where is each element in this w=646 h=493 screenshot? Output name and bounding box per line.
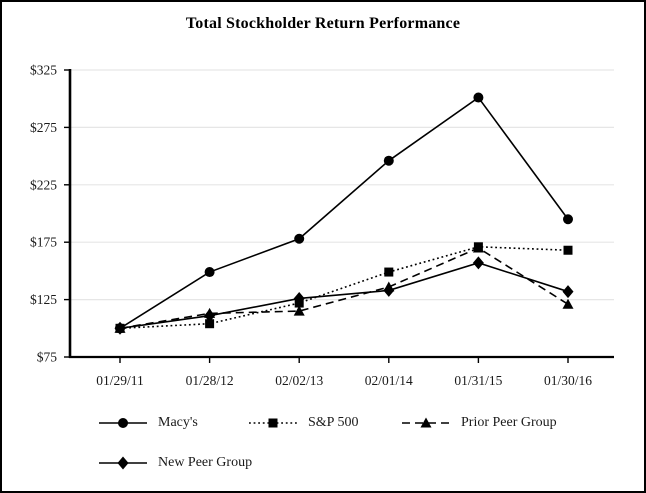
legend-sample-circle-marker [118, 418, 128, 428]
legend-label-new-peer-group: New Peer Group [158, 455, 253, 470]
legend-label-prior-peer-group: Prior Peer Group [461, 415, 557, 430]
legend-label-sp500: S&P 500 [308, 415, 359, 430]
series-marker-prior-peer-group [562, 298, 574, 309]
series-marker-new-peer-group [114, 321, 126, 335]
series-line-s-p-500 [119, 245, 569, 330]
x-axis-label: 01/30/16 [544, 373, 592, 388]
series-marker-macy-s [294, 233, 305, 244]
series-line-prior-peer-group [119, 247, 569, 330]
series-marker-prior-peer-group [293, 305, 305, 316]
series-marker-s-p-500 [205, 319, 215, 329]
y-axis-label: $275 [30, 120, 57, 135]
total-stockholder-return-chart: $75 $125 $175 $225 $275 $325 01/29/11 01/28/12 0… [30, 63, 614, 388]
series-marker-macy-s [204, 267, 215, 278]
series-marker-new-peer-group [383, 283, 395, 297]
y-axis-label: $175 [30, 235, 57, 250]
legend-item-sp500: S&P 500 [249, 415, 358, 431]
y-axis-label: $75 [37, 350, 58, 365]
series-marker-macy-s [563, 214, 573, 225]
series-marker-macy-s [473, 92, 484, 103]
legend-item-prior-peer-group: Prior Peer Group [402, 415, 557, 431]
legend-item-new-peer-group: New Peer Group [99, 455, 252, 471]
y-axis-label: $325 [30, 63, 57, 78]
y-axis-label: $225 [30, 177, 57, 192]
series-marker-s-p-500 [384, 267, 394, 277]
series-marker-new-peer-group [472, 256, 484, 270]
series-marker-s-p-500 [563, 245, 573, 255]
x-axis-label: 01/31/15 [454, 373, 502, 388]
series-marker-macy-s [383, 155, 394, 166]
legend-label-macys: Macy's [158, 415, 198, 430]
prior-peer-group-legend-sample [402, 417, 450, 428]
legend-sample-square-marker [268, 418, 278, 428]
series-line-new-peer-group [119, 262, 569, 330]
new-peer-group-legend-sample [99, 456, 147, 470]
macys-legend-sample [99, 418, 147, 428]
x-axis-label: 01/28/12 [186, 373, 234, 388]
x-axis-label: 01/29/11 [96, 373, 144, 388]
series-marker-s-p-500 [473, 242, 483, 252]
legend-sample-diamond-marker [117, 456, 129, 470]
series-line-macy-s [119, 96, 569, 329]
y-axis-label: $125 [30, 292, 57, 307]
chart-title: Total Stockholder Return Performance [185, 15, 461, 32]
chart-legend: Macy's S&P 500 Prior Peer Group New Peer… [2, 402, 644, 490]
series-marker-new-peer-group [562, 285, 574, 299]
series-marker-new-peer-group [293, 291, 305, 305]
series-marker-new-peer-group [204, 309, 216, 323]
sp500-legend-sample [249, 418, 297, 428]
x-axis-label: 02/02/13 [275, 373, 323, 388]
legend-item-macys: Macy's [99, 415, 198, 431]
x-axis-label: 02/01/14 [365, 373, 413, 388]
legend-sample-triangle-marker [420, 417, 432, 428]
